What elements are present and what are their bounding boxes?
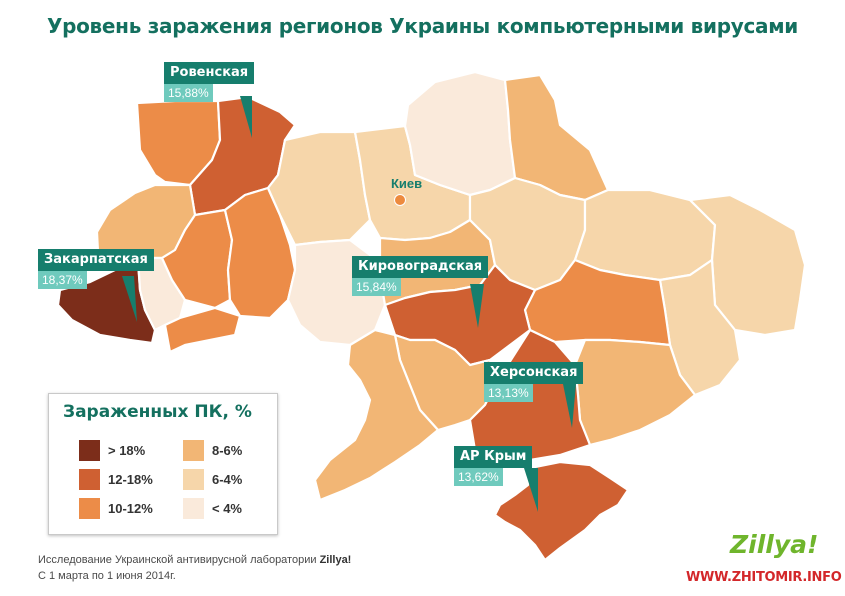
legend-swatch xyxy=(183,440,204,461)
callout-kirovohrad-name: Кировоградская xyxy=(352,256,489,278)
callout-rivne-value: 15,88% xyxy=(164,84,213,102)
legend-title: Зараженных ПК, % xyxy=(63,402,252,422)
callout-crimea-value: 13,62% xyxy=(454,468,503,486)
callout-zakarpattia: Закарпатская 18,37% xyxy=(38,249,154,289)
legend-swatch xyxy=(183,498,204,519)
legend-item-4: 8-6% xyxy=(183,440,242,461)
region-odesa[interactable] xyxy=(313,328,440,502)
callout-kherson-value: 13,13% xyxy=(484,384,533,402)
footer-brand: Zillya! xyxy=(319,554,352,566)
region-chernivtsi[interactable] xyxy=(163,306,242,354)
callout-crimea-name: АР Крым xyxy=(454,446,533,468)
kherson-pointer xyxy=(563,384,576,428)
callout-rivne-name: Ровенская xyxy=(164,62,255,84)
rivne-pointer xyxy=(240,96,252,138)
footer-line1: Исследование Украинской антивирусной лаб… xyxy=(38,554,320,566)
legend-swatch xyxy=(79,440,100,461)
legend-item-3: 10-12% xyxy=(79,498,153,519)
legend-item-1: > 18% xyxy=(79,440,145,461)
callout-kherson-name: Херсонская xyxy=(484,362,584,384)
map-legend: Зараженных ПК, % > 18% 12-18% 10-12% 8-6… xyxy=(48,393,278,535)
legend-swatch xyxy=(79,498,100,519)
map-title: Уровень заражения регионов Украины компь… xyxy=(46,14,799,38)
zillya-logo: Zillya! xyxy=(730,530,819,559)
zakarpattia-pointer xyxy=(122,276,137,322)
callout-crimea: АР Крым 13,62% xyxy=(454,446,533,486)
legend-label: 8-6% xyxy=(212,443,243,458)
capital-label: Киев xyxy=(391,176,423,191)
legend-label: > 18% xyxy=(108,443,146,458)
legend-item-2: 12-18% xyxy=(79,469,153,490)
legend-label: 10-12% xyxy=(108,501,153,516)
legend-label: 12-18% xyxy=(108,472,153,487)
callout-kirovohrad-value: 15,84% xyxy=(352,278,401,296)
region-crimea[interactable] xyxy=(493,460,630,562)
legend-label: < 4% xyxy=(212,501,242,516)
footer-line2: С 1 марта по 1 июня 2014г. xyxy=(38,570,176,582)
footer-note: Исследование Украинской антивирусной лаб… xyxy=(38,552,351,584)
capital-marker xyxy=(394,194,406,206)
crimea-pointer xyxy=(524,468,538,512)
callout-zakarpattia-value: 18,37% xyxy=(38,271,87,289)
callout-kherson: Херсонская 13,13% xyxy=(484,362,584,402)
legend-swatch xyxy=(79,469,100,490)
legend-item-5: 6-4% xyxy=(183,469,242,490)
legend-label: 6-4% xyxy=(212,472,243,487)
kirovohrad-pointer xyxy=(470,284,484,328)
legend-item-6: < 4% xyxy=(183,498,242,519)
callout-zakarpattia-name: Закарпатская xyxy=(38,249,154,271)
site-watermark: WWW.ZHITOMIR.INFO xyxy=(686,570,842,585)
callout-kirovohrad: Кировоградская 15,84% xyxy=(352,256,489,296)
callout-rivne: Ровенская 15,88% xyxy=(164,62,255,102)
legend-swatch xyxy=(183,469,204,490)
